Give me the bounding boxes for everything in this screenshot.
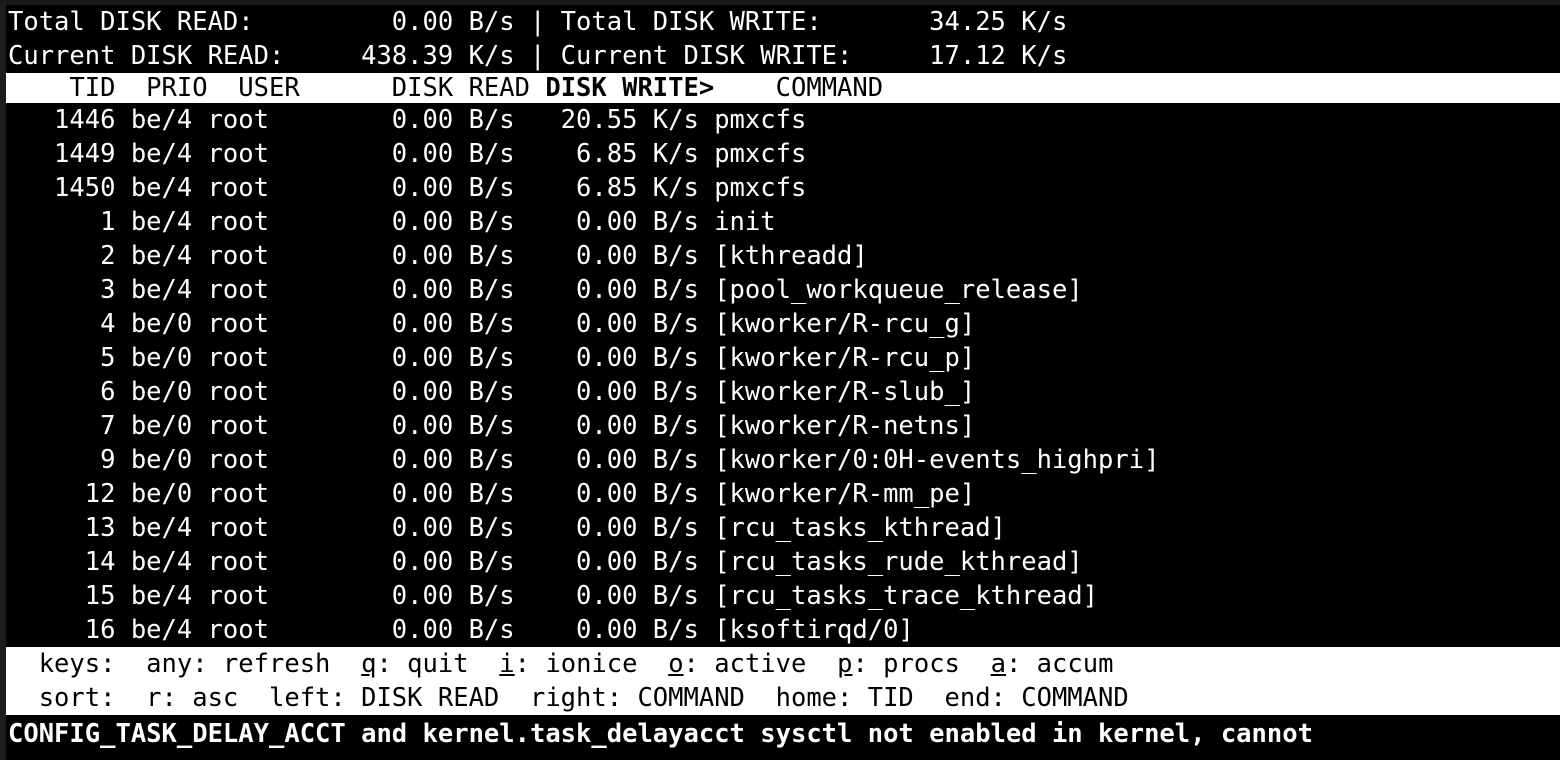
table-row[interactable]: 12 be/0 root 0.00 B/s 0.00 B/s [kworker/… [6, 477, 1560, 511]
footer-key-shortcut[interactable]: p [837, 649, 853, 679]
process-list[interactable]: 1446 be/4 root 0.00 B/s 20.55 K/s pmxcfs… [6, 103, 1560, 647]
footer-key-text: : quit [376, 649, 500, 679]
help-footer: keys: any: refresh q: quit i: ionice o: … [6, 647, 1560, 715]
table-row[interactable]: 5 be/0 root 0.00 B/s 0.00 B/s [kworker/R… [6, 341, 1560, 375]
footer-key-text: : procs [852, 649, 991, 679]
column-header-command[interactable]: COMMAND [714, 73, 884, 103]
table-row[interactable]: 4 be/0 root 0.00 B/s 0.00 B/s [kworker/R… [6, 307, 1560, 341]
table-row[interactable]: 1449 be/4 root 0.00 B/s 6.85 K/s pmxcfs [6, 137, 1560, 171]
footer-key-shortcut[interactable]: a [990, 649, 1006, 679]
footer-key-shortcut[interactable]: i [499, 649, 515, 679]
table-row[interactable]: 2 be/4 root 0.00 B/s 0.00 B/s [kthreadd] [6, 239, 1560, 273]
table-row[interactable]: 6 be/0 root 0.00 B/s 0.00 B/s [kworker/R… [6, 375, 1560, 409]
current-disk-summary-row: Current DISK READ: 438.39 K/s | Current … [6, 39, 1560, 73]
table-row[interactable]: 7 be/0 root 0.00 B/s 0.00 B/s [kworker/R… [6, 409, 1560, 443]
table-row[interactable]: 15 be/4 root 0.00 B/s 0.00 B/s [rcu_task… [6, 579, 1560, 613]
footer-key-shortcut[interactable]: o [668, 649, 684, 679]
table-row[interactable]: 1 be/4 root 0.00 B/s 0.00 B/s init [6, 205, 1560, 239]
footer-key-text: : accum [1005, 649, 1114, 679]
table-row[interactable]: 16 be/4 root 0.00 B/s 0.00 B/s [ksoftirq… [6, 613, 1560, 647]
footer-key-text: : ionice [514, 649, 669, 679]
table-row[interactable]: 9 be/0 root 0.00 B/s 0.00 B/s [kworker/0… [6, 443, 1560, 477]
iotop-screen: Total DISK READ: 0.00 B/s | Total DISK W… [6, 5, 1560, 760]
footer-keys-row[interactable]: keys: any: refresh q: quit i: ionice o: … [6, 647, 1560, 681]
column-headers-left: TID PRIO USER DISK READ [8, 73, 546, 103]
table-row[interactable]: 1446 be/4 root 0.00 B/s 20.55 K/s pmxcfs [6, 103, 1560, 137]
table-row[interactable]: 3 be/4 root 0.00 B/s 0.00 B/s [pool_work… [6, 273, 1560, 307]
io-summary-panel: Total DISK READ: 0.00 B/s | Total DISK W… [6, 5, 1560, 73]
total-disk-summary-row: Total DISK READ: 0.00 B/s | Total DISK W… [6, 5, 1560, 39]
footer-key-text: : active [683, 649, 838, 679]
footer-key-shortcut[interactable]: q [361, 649, 377, 679]
table-row[interactable]: 1450 be/4 root 0.00 B/s 6.85 K/s pmxcfs [6, 171, 1560, 205]
table-column-header[interactable]: TID PRIO USER DISK READ DISK WRITE> COMM… [6, 73, 1560, 103]
footer-key-text: keys: any: refresh [8, 649, 362, 679]
table-row[interactable]: 13 be/4 root 0.00 B/s 0.00 B/s [rcu_task… [6, 511, 1560, 545]
table-row[interactable]: 14 be/4 root 0.00 B/s 0.00 B/s [rcu_task… [6, 545, 1560, 579]
status-message-line: CONFIG_TASK_DELAY_ACCT and kernel.task_d… [6, 715, 1560, 753]
column-header-disk-write-sorted[interactable]: DISK WRITE> [545, 73, 715, 103]
footer-sort-row[interactable]: sort: r: asc left: DISK READ right: COMM… [6, 681, 1560, 715]
